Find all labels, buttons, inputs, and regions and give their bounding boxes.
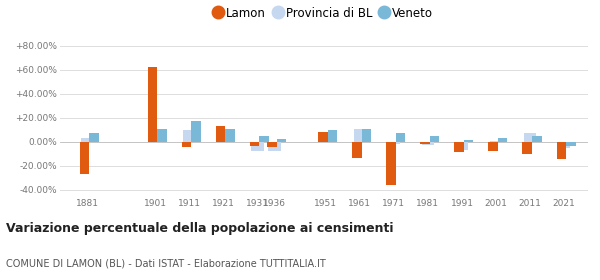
Bar [362, 129, 371, 142]
Bar [157, 129, 167, 142]
Bar [268, 142, 281, 151]
Bar [523, 142, 532, 154]
Bar [251, 142, 264, 151]
Bar [250, 142, 259, 146]
Bar [89, 134, 98, 142]
Bar [149, 129, 161, 142]
Bar [352, 142, 362, 158]
Bar [498, 138, 508, 142]
Text: COMUNE DI LAMON (BL) - Dati ISTAT - Elaborazione TUTTITALIA.IT: COMUNE DI LAMON (BL) - Dati ISTAT - Elab… [6, 258, 326, 268]
Bar [490, 141, 502, 142]
Bar [191, 122, 201, 142]
Bar [216, 126, 226, 142]
Bar [420, 142, 430, 144]
Bar [422, 142, 434, 145]
Bar [388, 142, 400, 144]
Bar [386, 142, 396, 185]
Bar [353, 129, 366, 142]
Bar [456, 142, 468, 150]
Legend: Lamon, Provincia di BL, Veneto: Lamon, Provincia di BL, Veneto [215, 6, 433, 20]
Bar [524, 133, 536, 142]
Bar [277, 139, 286, 142]
Bar [396, 134, 405, 142]
Bar [80, 142, 89, 174]
Bar [488, 142, 498, 151]
Bar [81, 138, 94, 142]
Bar [267, 142, 277, 147]
Bar [558, 142, 571, 148]
Bar [217, 129, 230, 142]
Bar [148, 67, 157, 142]
Bar [182, 142, 191, 147]
Bar [557, 142, 566, 159]
Bar [454, 142, 464, 152]
Bar [320, 132, 332, 142]
Bar [328, 130, 337, 142]
Bar [464, 140, 473, 142]
Bar [532, 136, 542, 142]
Bar [566, 142, 575, 146]
Bar [318, 132, 328, 142]
Bar [259, 136, 269, 142]
Bar [226, 129, 235, 142]
Bar [183, 130, 196, 142]
Bar [430, 136, 439, 142]
Text: Variazione percentuale della popolazione ai censimenti: Variazione percentuale della popolazione… [6, 222, 394, 235]
